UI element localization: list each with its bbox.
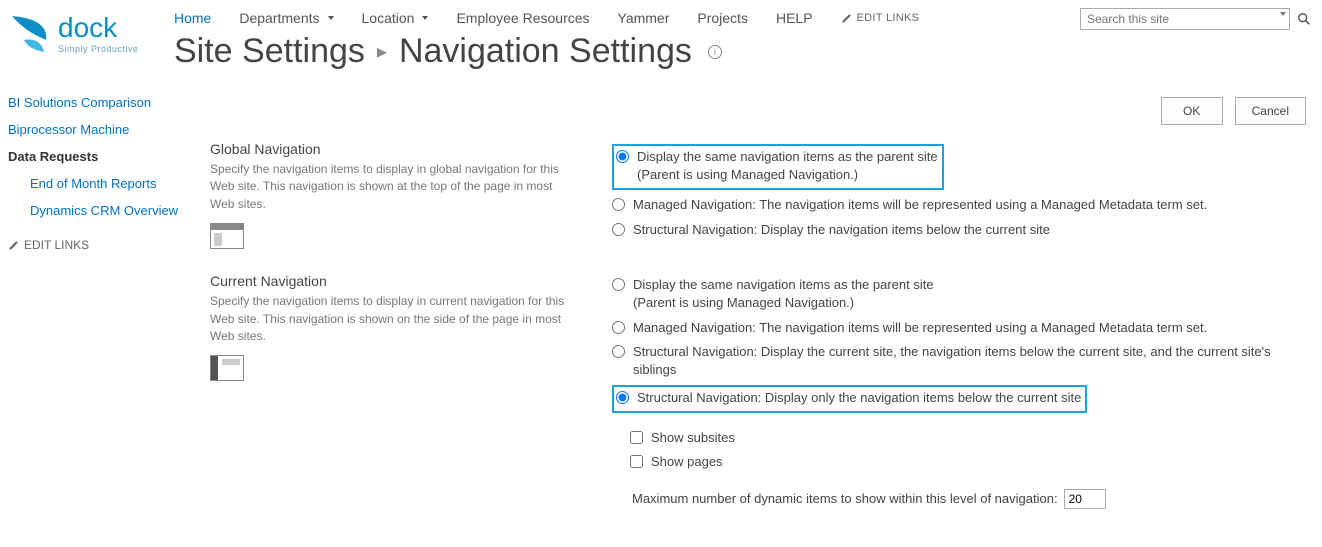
checkbox-label[interactable]: Show pages	[651, 453, 723, 471]
sidebar-item-bi-solutions[interactable]: BI Solutions Comparison	[8, 89, 200, 116]
search-icon	[1297, 12, 1311, 26]
global-nav-radio-2[interactable]	[612, 223, 625, 236]
nav-yammer[interactable]: Yammer	[618, 10, 670, 26]
pencil-icon	[841, 12, 853, 24]
radio-option: Managed Navigation: The navigation items…	[612, 316, 1312, 340]
radio-label[interactable]: Managed Navigation: The navigation items…	[633, 319, 1207, 337]
radio-option: Managed Navigation: The navigation items…	[612, 193, 1312, 217]
logo-brand: dock	[58, 14, 139, 42]
breadcrumb: Site Settings ▸ Navigation Settings i	[164, 30, 1080, 79]
ok-button[interactable]: OK	[1161, 97, 1223, 125]
current-nav-radio-1[interactable]	[612, 321, 625, 334]
section-title: Global Navigation	[210, 141, 578, 161]
radio-label[interactable]: Display the same navigation items as the…	[633, 276, 934, 312]
breadcrumb-parent[interactable]: Site Settings	[174, 32, 365, 71]
sidebar-item-eom-reports[interactable]: End of Month Reports	[8, 170, 200, 197]
dynamic-items-input[interactable]	[1064, 489, 1106, 509]
radio-label[interactable]: Structural Navigation: Display only the …	[637, 389, 1081, 407]
global-nav-radio-0[interactable]	[616, 150, 629, 163]
chevron-right-icon: ▸	[377, 39, 387, 64]
radio-label[interactable]: Structural Navigation: Display the curre…	[633, 343, 1312, 379]
pencil-icon	[8, 239, 20, 251]
radio-option: Display the same navigation items as the…	[612, 273, 1312, 315]
dynamic-items-label: Maximum number of dynamic items to show …	[632, 491, 1058, 506]
nav-location[interactable]: Location	[362, 10, 429, 26]
nav-help[interactable]: HELP	[776, 10, 813, 26]
breadcrumb-current: Navigation Settings	[399, 32, 692, 71]
nav-home[interactable]: Home	[174, 10, 211, 26]
current-nav-checkbox-0[interactable]	[630, 431, 643, 444]
section-title: Current Navigation	[210, 273, 578, 293]
site-logo[interactable]: dock Simply Productive	[6, 2, 164, 58]
section-description: Specify the navigation items to display …	[210, 293, 578, 345]
sidebar-item-dynamics-crm[interactable]: Dynamics CRM Overview	[8, 197, 200, 224]
nav-employee-resources[interactable]: Employee Resources	[456, 10, 589, 26]
global-nav: Home Departments Location Employee Resource…	[164, 2, 1080, 30]
checkbox-label[interactable]: Show subsites	[651, 429, 735, 447]
current-nav-thumbnail-icon	[210, 355, 244, 381]
edit-links-top[interactable]: EDIT LINKS	[841, 12, 920, 24]
sidebar-item-biprocessor[interactable]: Biprocessor Machine	[8, 116, 200, 143]
checkbox-option: Show pages	[630, 450, 1312, 474]
current-nav-radio-3[interactable]	[616, 391, 629, 404]
search-input[interactable]	[1080, 8, 1290, 30]
radio-option: Structural Navigation: Display the navig…	[612, 218, 1312, 242]
global-nav-radio-1[interactable]	[612, 198, 625, 211]
logo-tagline: Simply Productive	[58, 44, 139, 54]
edit-links-sidebar[interactable]: EDIT LINKS	[8, 224, 200, 252]
section-description: Specify the navigation items to display …	[210, 161, 578, 213]
section-current-navigation: Current Navigation Specify the navigatio…	[210, 267, 1312, 527]
checkbox-option: Show subsites	[630, 426, 1312, 450]
global-nav-thumbnail-icon	[210, 223, 244, 249]
nav-departments[interactable]: Departments	[239, 10, 333, 26]
form-buttons-top: OK Cancel	[210, 79, 1312, 135]
section-global-navigation: Global Navigation Specify the navigation…	[210, 135, 1312, 267]
radio-label[interactable]: Display the same navigation items as the…	[637, 148, 938, 184]
search-scope-dropdown-icon[interactable]	[1280, 12, 1286, 16]
radio-option: Display the same navigation items as the…	[612, 141, 1312, 193]
radio-option: Structural Navigation: Display only the …	[612, 382, 1312, 416]
cancel-button[interactable]: Cancel	[1235, 97, 1306, 125]
nav-projects[interactable]: Projects	[697, 10, 748, 26]
dock-logo-icon	[6, 10, 54, 58]
radio-option: Structural Navigation: Display the curre…	[612, 340, 1312, 382]
info-icon[interactable]: i	[708, 45, 722, 59]
radio-label[interactable]: Managed Navigation: The navigation items…	[633, 196, 1207, 214]
radio-label[interactable]: Structural Navigation: Display the navig…	[633, 221, 1050, 239]
current-nav-radio-0[interactable]	[612, 278, 625, 291]
sidebar-item-data-requests: Data Requests	[8, 143, 200, 170]
quick-launch: BI Solutions ComparisonBiprocessor Machi…	[0, 79, 200, 547]
current-nav-radio-2[interactable]	[612, 345, 625, 358]
current-nav-checkbox-1[interactable]	[630, 455, 643, 468]
search-button[interactable]	[1296, 11, 1312, 27]
